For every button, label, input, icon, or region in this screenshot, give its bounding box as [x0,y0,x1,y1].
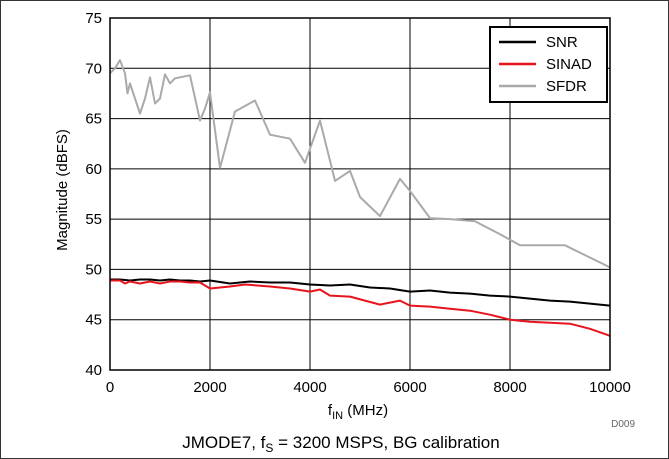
x-axis-label-main: f [328,402,333,419]
caption-prefix: JMODE7, f [182,433,265,452]
x-tick-label: 10000 [589,379,631,396]
x-tick-label: 6000 [393,379,426,396]
legend-label-sinad: SINAD [546,56,592,73]
y-tick-label: 70 [85,60,102,77]
tick-labels: 0 2000 4000 6000 8000 10000 40 45 50 55 60 65 70 75 [85,10,631,396]
y-tick-label: 45 [85,312,102,329]
y-tick-label: 40 [85,362,102,379]
plot-border [109,17,611,371]
caption-sub: S [265,441,273,455]
legend-label-snr: SNR [546,34,578,51]
series-line-sinad [110,279,611,337]
x-axis-label-rest: (MHz) [343,402,388,419]
y-axis-label: Magnitude (dBFS) [54,129,71,251]
y-tick-label: 75 [85,10,102,27]
x-axis-label-sub: IN [332,410,343,422]
caption-suffix: = 3200 MSPS, BG calibration [273,433,499,452]
x-tick-label: 4000 [293,379,326,396]
figure-caption: JMODE7, fS = 3200 MSPS, BG calibration [182,433,499,455]
figure-id: D009 [611,419,635,430]
legend-label-sfdr: SFDR [546,78,587,95]
x-tick-label: 8000 [493,379,526,396]
x-axis-label: fIN (MHz) [328,402,388,422]
series-line-snr [110,278,611,307]
x-tick-label: 2000 [193,379,226,396]
x-tick-label: 0 [106,379,114,396]
y-tick-label: 55 [85,211,102,228]
y-tick-label: 60 [85,161,102,178]
series-layer [109,59,611,337]
series-line-sfdr [109,59,611,269]
y-tick-label: 65 [85,111,102,128]
legend: SNR SINAD SFDR [489,26,608,103]
y-tick-label: 50 [85,261,102,278]
